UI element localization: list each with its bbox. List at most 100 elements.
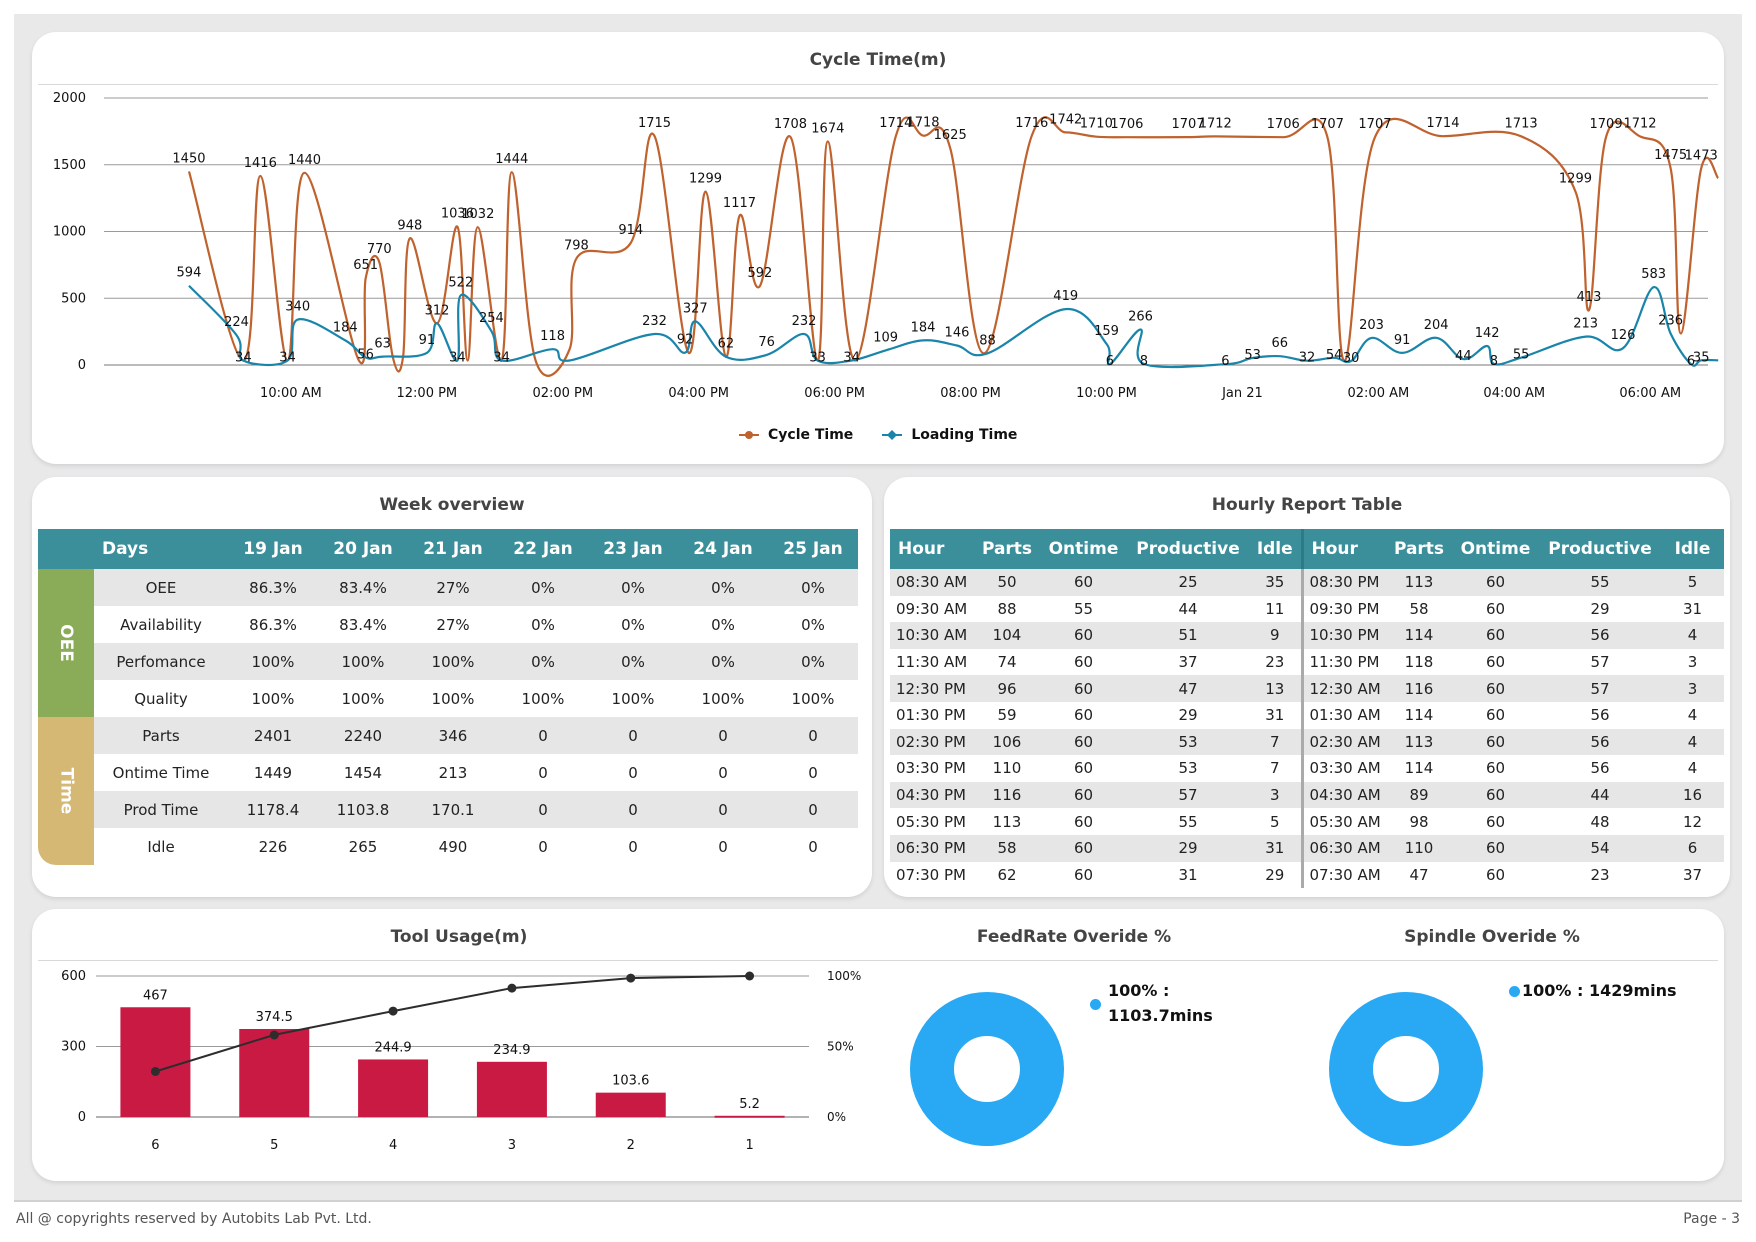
- week-cell: 100%: [768, 680, 858, 717]
- week-header-cell: 21 Jan: [408, 529, 498, 569]
- hourly-cell: 50: [974, 569, 1040, 596]
- hourly-cell: 60: [1040, 808, 1127, 835]
- data-label: 914: [618, 223, 643, 238]
- hourly-cell: 12: [1661, 808, 1724, 835]
- hourly-cell: 60: [1452, 728, 1539, 756]
- week-row: Quality 100% 100% 100% 100% 100% 100% 100%: [38, 680, 858, 717]
- hourly-cell: 02:30 PM: [890, 728, 974, 756]
- data-label: 798: [564, 238, 589, 253]
- hourly-cell: 56: [1539, 701, 1661, 729]
- hourly-cell: 98: [1386, 808, 1452, 835]
- hourly-cell: 03:30 AM: [1300, 755, 1386, 782]
- data-label: 54: [1326, 348, 1343, 363]
- hourly-cell: 116: [1386, 675, 1452, 702]
- cycle-legend: Cycle Time Loading Time: [738, 427, 1017, 443]
- tool-bar: [595, 1092, 666, 1117]
- hourly-cell: 4: [1661, 701, 1724, 729]
- hourly-header-cell: Parts: [1386, 529, 1452, 569]
- hourly-cell: 11: [1249, 595, 1302, 623]
- data-label: 1707: [1172, 117, 1205, 132]
- data-label: 30: [1343, 351, 1360, 366]
- data-label: 55: [1513, 348, 1530, 363]
- week-cell: 0%: [498, 643, 588, 680]
- footer-rule: [14, 1200, 1742, 1202]
- week-cell: 2401: [228, 717, 318, 754]
- hourly-cell: 10:30 PM: [1300, 622, 1386, 649]
- series-line-loading-time: [188, 284, 1719, 369]
- data-label: 594: [177, 266, 202, 281]
- data-label: 1444: [495, 152, 528, 167]
- data-label: 1714: [879, 116, 912, 131]
- data-label: 1299: [689, 172, 722, 187]
- hourly-cell: 116: [974, 781, 1040, 809]
- data-label: 56: [357, 348, 374, 363]
- hourly-header-cell: Hour: [1300, 529, 1386, 569]
- hourly-cell: 60: [1040, 728, 1127, 756]
- data-label: 1117: [723, 196, 756, 211]
- hourly-cell: 60: [1040, 781, 1127, 809]
- cycle-time-card: Cycle Time(m) 0 500 1000 1500 2000 10:00 AM 12…: [32, 32, 1724, 464]
- week-cell: 27%: [408, 606, 498, 643]
- x-tick-label: 12:00 PM: [397, 386, 458, 401]
- spindle-legend-label: 100% : 1429mins: [1522, 981, 1677, 1000]
- data-label: 34: [279, 350, 296, 365]
- week-metric-label: Availability: [94, 606, 228, 643]
- hourly-cell: 60: [1040, 569, 1127, 596]
- feedrate-legend-dot: [1090, 999, 1101, 1010]
- week-cell: 0: [588, 828, 678, 865]
- hourly-cell: 53: [1127, 755, 1249, 782]
- week-cell: 0: [498, 828, 588, 865]
- hourly-cell: 48: [1539, 808, 1661, 835]
- hourly-cell: 57: [1127, 781, 1249, 809]
- week-row: Availability 86.3% 83.4% 27% 0% 0% 0% 0%: [38, 606, 858, 643]
- hourly-cell: 25: [1127, 569, 1249, 596]
- y-tick-label: 1500: [53, 158, 86, 173]
- data-label: 1708: [774, 117, 807, 132]
- week-cell: 0: [498, 717, 588, 754]
- group-label-text: Time: [55, 767, 76, 815]
- hourly-cell: 07:30 AM: [1300, 861, 1386, 889]
- x-category-label: 2: [627, 1138, 635, 1153]
- hourly-cell: 60: [1452, 755, 1539, 782]
- tool-bar: [476, 1061, 547, 1117]
- week-cell: 1449: [228, 754, 318, 791]
- week-header-cell: 20 Jan: [318, 529, 408, 569]
- pareto-point: [745, 971, 755, 981]
- hourly-header-cell: Idle: [1249, 529, 1302, 569]
- week-cell: 1178.4: [228, 791, 318, 828]
- pareto-line: [155, 975, 750, 1073]
- hourly-cell: 29: [1127, 701, 1249, 729]
- hourly-cell: 12:30 AM: [1300, 675, 1386, 702]
- hourly-cell: 05:30 PM: [890, 808, 974, 835]
- week-cell: 100%: [318, 643, 408, 680]
- data-label: 126: [1611, 328, 1636, 343]
- hourly-cell: 56: [1539, 622, 1661, 649]
- data-label: 254: [479, 311, 504, 326]
- data-label: 1674: [811, 122, 844, 137]
- hourly-cell: 58: [1386, 595, 1452, 623]
- data-label: 76: [758, 335, 775, 350]
- tool-bar: [714, 1115, 785, 1118]
- data-label: 1716: [1015, 116, 1048, 131]
- week-row: OEE OEE 86.3% 83.4% 27% 0% 0% 0% 0%: [38, 569, 858, 717]
- week-cell: 86.3%: [228, 606, 318, 643]
- hourly-cell: 74: [974, 648, 1040, 676]
- hourly-cell: 07:30 PM: [890, 861, 974, 889]
- week-overview-card: Week overview Days 19 Jan 20 Jan 21 Jan 22 J…: [32, 477, 872, 897]
- pareto-point: [388, 1006, 398, 1016]
- week-cell: 0: [678, 717, 768, 754]
- hourly-cell: 06:30 AM: [1300, 834, 1386, 862]
- hourly-cell: 12:30 PM: [890, 675, 974, 702]
- week-metric-label: Quality: [94, 680, 228, 717]
- hourly-cell: 60: [1452, 861, 1539, 889]
- hourly-header-cell: Ontime: [1040, 529, 1127, 569]
- data-label: 203: [1359, 318, 1384, 333]
- cycle-time-chart: 0 500 1000 1500 2000 10:00 AM 12:00 PM 02:00 PM…: [53, 91, 1720, 401]
- feedrate-donut: [910, 992, 1064, 1146]
- data-label: 583: [1641, 267, 1666, 282]
- hourly-cell: 02:30 AM: [1300, 728, 1386, 756]
- hourly-cell: 110: [1386, 834, 1452, 862]
- hourly-cell: 114: [1386, 701, 1452, 729]
- data-label: 213: [1573, 317, 1598, 332]
- hourly-cell: 60: [1452, 834, 1539, 862]
